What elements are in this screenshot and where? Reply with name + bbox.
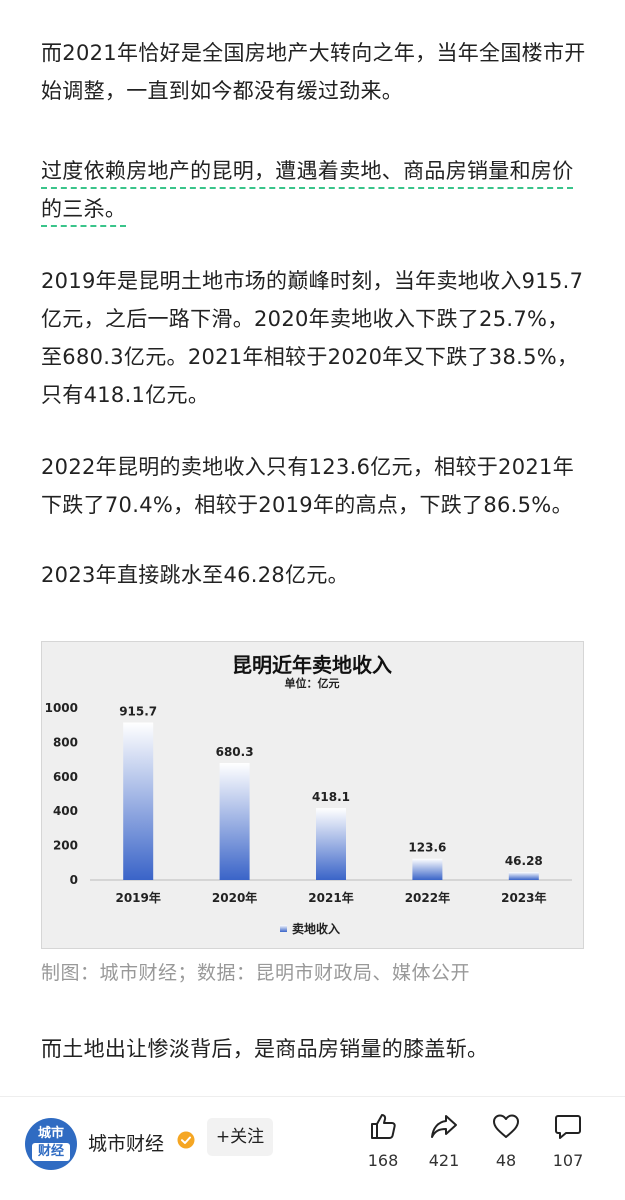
x-tick-label: 2023年 xyxy=(501,890,546,905)
chart-title: 昆明近年卖地收入 xyxy=(232,653,392,677)
chart-caption: 制图：城市财经；数据：昆明市财政局、媒体公开 xyxy=(41,962,471,984)
follow-button[interactable]: +关注 xyxy=(207,1118,273,1156)
share-button[interactable]: 421 xyxy=(414,1111,474,1191)
share-icon xyxy=(431,1115,457,1138)
x-tick-label: 2019年 xyxy=(115,890,160,905)
author-name[interactable]: 城市财经 xyxy=(88,1133,165,1155)
bar xyxy=(316,808,346,880)
favorite-count: 48 xyxy=(495,1151,517,1170)
paragraph: 2023年直接跳水至46.28亿元。 xyxy=(41,563,349,587)
y-tick-label: 200 xyxy=(53,839,78,853)
data-label: 680.3 xyxy=(216,745,254,759)
comment-button[interactable]: 107 xyxy=(538,1111,598,1191)
heart-icon xyxy=(493,1114,519,1138)
data-label: 418.1 xyxy=(312,790,350,804)
legend: 卖地收入 xyxy=(280,921,340,936)
favorite-button[interactable]: 48 xyxy=(476,1111,536,1191)
paragraph: 2019年是昆明土地市场的巅峰时刻，当年卖地收入915.7亿元，之后一路下滑。2… xyxy=(41,269,584,407)
bar xyxy=(508,872,539,880)
bottom-action-bar: 城市 财经 城市财经 +关注 168 421 48 xyxy=(0,1096,625,1200)
data-label: 915.7 xyxy=(119,704,157,718)
avatar[interactable]: 城市 财经 xyxy=(25,1118,77,1170)
chart-subtitle: 单位：亿元 xyxy=(285,676,340,690)
y-tick-label: 600 xyxy=(53,770,78,784)
legend-swatch xyxy=(280,925,287,932)
thumbs-up-icon xyxy=(371,1114,396,1139)
avatar-text-top: 城市 xyxy=(37,1126,64,1141)
chart-image[interactable]: 昆明近年卖地收入 单位：亿元 0 200 400 600 800 1000 915.7 68… xyxy=(41,641,584,949)
bar xyxy=(412,858,443,880)
y-tick-label: 400 xyxy=(53,804,78,818)
avatar-text-bottom: 财经 xyxy=(32,1143,70,1161)
bar-chart: 昆明近年卖地收入 单位：亿元 0 200 400 600 800 1000 915.7 68… xyxy=(45,653,572,936)
x-tick-label: 2020年 xyxy=(212,890,257,905)
like-count: 168 xyxy=(367,1151,399,1170)
x-tick-label: 2021年 xyxy=(308,890,353,905)
paragraph: 而土地出让惨淡背后，是商品房销量的膝盖斩。 xyxy=(41,1037,489,1061)
comment-count: 107 xyxy=(552,1151,584,1170)
data-label: 123.6 xyxy=(408,841,446,855)
share-count: 421 xyxy=(428,1151,460,1170)
bar xyxy=(123,722,154,880)
bar-series: 915.7 680.3 418.1 123.6 46.28 xyxy=(119,704,543,880)
y-tick-label: 0 xyxy=(70,873,78,887)
article-body: 而2021年恰好是全国房地产大转向之年，当年全国楼市开始调整，一直到如今都没有缓… xyxy=(41,34,586,624)
bar xyxy=(219,762,250,880)
like-button[interactable]: 168 xyxy=(353,1111,413,1191)
verified-badge-icon xyxy=(177,1131,195,1149)
comment-icon xyxy=(555,1115,581,1139)
highlight-text[interactable]: 过度依赖房地产的昆明，遭遇着卖地、商品房销量和房价的三杀。 xyxy=(41,159,574,221)
y-axis: 0 200 400 600 800 1000 xyxy=(45,701,78,887)
x-tick-label: 2022年 xyxy=(405,890,450,905)
highlighted-paragraph[interactable]: 过度依赖房地产的昆明，遭遇着卖地、商品房销量和房价的三杀。 xyxy=(41,152,586,228)
y-tick-label: 1000 xyxy=(45,701,78,715)
y-tick-label: 800 xyxy=(53,735,78,749)
x-axis: 2019年 2020年 2021年 2022年 2023年 xyxy=(115,890,546,905)
legend-label: 卖地收入 xyxy=(292,921,340,936)
paragraph: 而2021年恰好是全国房地产大转向之年，当年全国楼市开始调整，一直到如今都没有缓… xyxy=(41,41,586,103)
paragraph: 2022年昆明的卖地收入只有123.6亿元，相较于2021年下跌了70.4%，相… xyxy=(41,455,575,517)
data-label: 46.28 xyxy=(505,854,543,868)
